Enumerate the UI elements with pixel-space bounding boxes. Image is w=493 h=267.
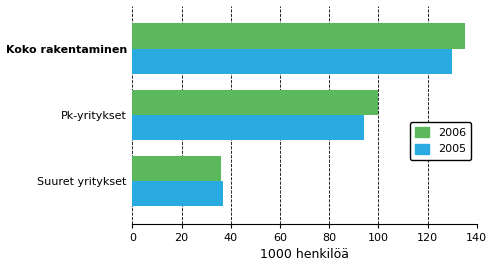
Bar [132, 181, 223, 206]
Bar [132, 89, 379, 115]
Bar [132, 115, 364, 140]
Bar [132, 156, 221, 181]
X-axis label: 1000 henkilöä: 1000 henkilöä [260, 249, 349, 261]
Legend: 2006, 2005: 2006, 2005 [410, 122, 471, 160]
Bar [132, 49, 452, 74]
Bar [132, 23, 464, 49]
